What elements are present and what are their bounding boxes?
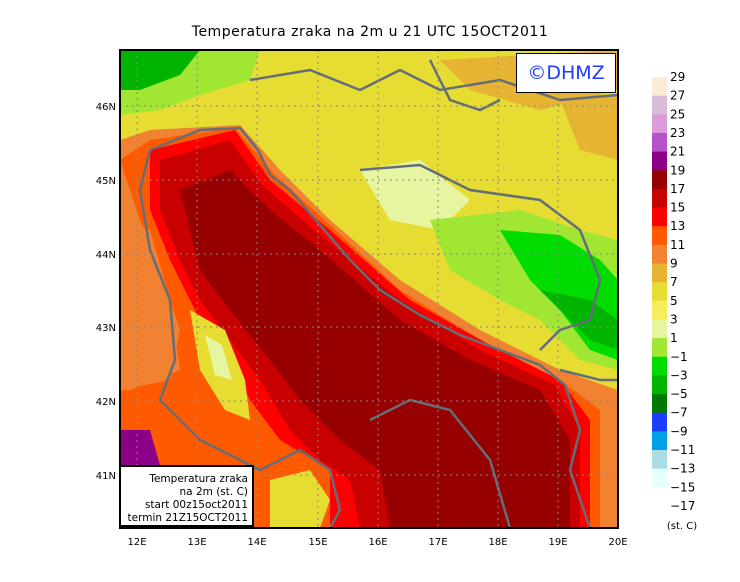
info-line: start 00z15oct2011	[144, 499, 248, 511]
graticule	[120, 50, 618, 528]
lat-label: 42N	[96, 397, 116, 408]
lon-label: 18E	[488, 537, 507, 548]
legend-swatch	[652, 356, 667, 376]
legend-label: 25	[670, 107, 685, 121]
legend-label: 5	[670, 294, 678, 308]
lon-axis: 12E 13E 14E 15E 16E 17E 18E 19E 20E	[127, 537, 627, 548]
legend-label: −13	[670, 462, 695, 476]
legend-swatch	[652, 450, 667, 469]
info-box: Temperatura zraka na 2m (st. C) start 00…	[121, 465, 254, 527]
legend-label: 15	[670, 201, 685, 215]
lat-label: 43N	[96, 323, 116, 334]
legend-swatch	[652, 375, 667, 395]
legend-swatch	[652, 468, 667, 488]
legend-swatch	[652, 431, 667, 451]
legend-swatch	[652, 114, 667, 134]
info-line: termin 21Z15OCT2011	[127, 512, 249, 524]
legend-label: 19	[670, 163, 685, 177]
info-line: Temperatura zraka	[149, 473, 248, 485]
legend-swatch	[652, 95, 667, 115]
legend-swatch	[652, 151, 667, 171]
lon-label: 19E	[548, 537, 567, 548]
legend-label: 21	[670, 145, 685, 159]
lon-label: 13E	[187, 537, 206, 548]
legend-swatch	[652, 338, 667, 358]
legend-label: 13	[670, 219, 685, 233]
legend-swatch	[652, 244, 667, 264]
legend-unit: (st. C)	[667, 521, 697, 532]
dhmz-watermark: ©DHMZ	[516, 53, 616, 93]
lon-label: 17E	[428, 537, 447, 548]
lon-label: 12E	[127, 537, 146, 548]
legend-swatch	[652, 132, 667, 152]
legend-label: −15	[670, 480, 695, 494]
legend-label: 29	[670, 70, 685, 84]
legend-swatch	[652, 263, 667, 283]
legend-label: −3	[670, 368, 688, 382]
legend-label: −11	[670, 443, 695, 457]
lat-axis: 46N 45N 44N 43N 42N 41N	[96, 102, 116, 482]
legend-label: 11	[670, 238, 685, 252]
legend-swatch	[652, 207, 667, 227]
legend-swatch	[652, 412, 667, 432]
lon-label: 15E	[308, 537, 327, 548]
legend-label: 23	[670, 126, 685, 140]
legend-label: 27	[670, 89, 685, 103]
legend-label: 1	[670, 331, 678, 345]
legend-label: 3	[670, 312, 678, 326]
legend-label: −7	[670, 406, 688, 420]
legend-swatch	[652, 282, 667, 302]
legend-swatch	[652, 170, 667, 190]
legend-swatch	[652, 394, 667, 413]
lat-label: 46N	[96, 102, 116, 113]
legend-label: 9	[670, 257, 678, 271]
lon-label: 20E	[608, 537, 627, 548]
lat-label: 45N	[96, 176, 116, 187]
legend-swatch	[652, 77, 667, 96]
lon-label: 16E	[368, 537, 387, 548]
temperature-field	[120, 50, 618, 528]
map-frame	[119, 49, 619, 529]
legend-swatch	[652, 226, 667, 246]
legend-label: 7	[670, 275, 678, 289]
color-legend: 29 27 25 23 21 19 17 15 13 11 9 7 5 3 1 −1 −3 −5 −7 −9 −11 −1…	[652, 70, 695, 513]
info-line: na 2m (st. C)	[179, 486, 248, 498]
legend-label: −1	[670, 350, 688, 364]
legend-swatch	[652, 319, 667, 339]
legend-swatch	[652, 188, 667, 208]
lat-label: 44N	[96, 250, 116, 261]
lon-label: 14E	[247, 537, 266, 548]
legend-swatch	[652, 300, 667, 320]
legend-label: −9	[670, 424, 688, 438]
map-title: Temperatura zraka na 2m u 21 UTC 15OCT20…	[191, 24, 549, 40]
coastline	[138, 59, 618, 528]
legend-label: 17	[670, 182, 685, 196]
legend-label: −17	[670, 499, 695, 513]
legend-label: −5	[670, 387, 688, 401]
lat-label: 41N	[96, 471, 116, 482]
